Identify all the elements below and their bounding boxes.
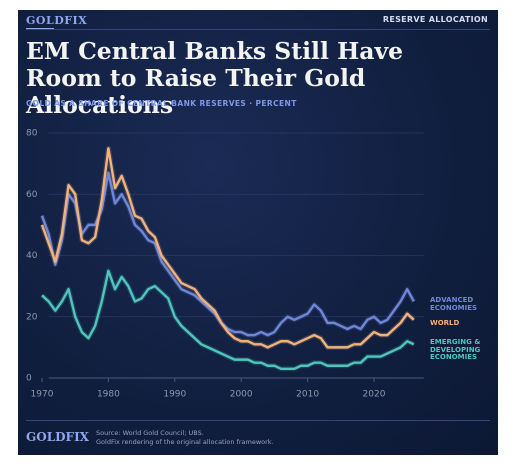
chart-title: EM Central Banks Still Have Room to Rais…	[26, 37, 404, 119]
series-line	[40, 171, 415, 337]
x-tick-label: 2010	[296, 390, 319, 400]
x-tick-label: 1990	[163, 390, 186, 400]
x-tick-label: 1980	[97, 390, 120, 400]
series-line	[41, 269, 415, 371]
top-rule	[26, 29, 490, 30]
brand: GOLDFIX	[26, 14, 88, 27]
x-tick-label: 1970	[31, 390, 54, 400]
x-tick-label: 2000	[230, 390, 253, 400]
footer-source: Source: World Gold Council; UBS.	[96, 429, 204, 437]
footer-rule	[26, 420, 490, 421]
series-line	[40, 147, 415, 349]
legend-label: EMERGING & DEVELOPING ECONOMIES	[430, 338, 481, 361]
chart: 0 20 40 60 80 1970 1980 1990 2000 2010 2020	[26, 129, 424, 400]
footer-brand: GOLDFIX	[26, 430, 89, 444]
y-tick-label: 20	[26, 312, 38, 322]
legend-label: ADVANCED ECONOMIES	[430, 296, 478, 312]
y-tick-label: 40	[26, 251, 38, 261]
footer-note: GoldFix rendering of the original alloca…	[96, 438, 274, 446]
panel: GOLDFIX RESERVE ALLOCATION EM Central Ba…	[18, 10, 498, 455]
y-tick-label: 60	[26, 190, 38, 200]
section-label: RESERVE ALLOCATION	[382, 15, 488, 24]
y-tick-label: 0	[26, 374, 32, 384]
legend-label: WORLD	[430, 319, 460, 327]
y-tick-label: 80	[26, 129, 38, 139]
x-tick-label: 2020	[363, 390, 386, 400]
chart-subtitle: GOLD AS A SHARE OF CENTRAL BANK RESERVES…	[26, 99, 297, 108]
